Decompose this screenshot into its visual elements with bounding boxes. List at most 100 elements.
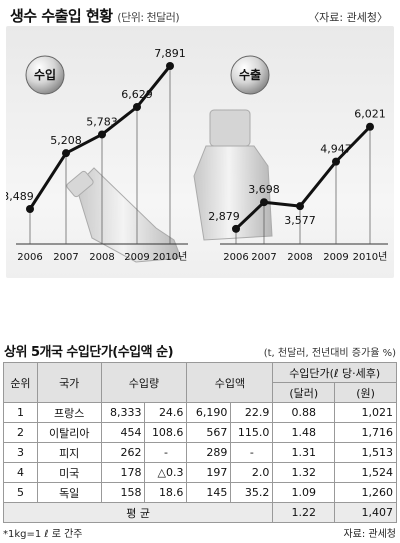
export-point (296, 202, 304, 211)
cell-volume-change: - (144, 442, 188, 463)
cell-country: 피지 (36, 442, 102, 463)
export-plot: 2,879 3,698 3,577 4,947 6,021 2006 2007 2008 200… (208, 108, 388, 263)
export-value-label: 3,698 (248, 183, 280, 196)
cell-volume: 262 (100, 442, 146, 463)
table-row: 5 독일 158 18.6 145 35.2 1.09 1,260 (3, 482, 397, 503)
table-source: 자료: 관세청 (343, 529, 396, 540)
header-volume: 수입량 (100, 362, 188, 403)
cell-rank: 4 (3, 462, 38, 483)
cell-price-krw: 1,524 (334, 462, 397, 483)
import-value-label: 3,489 (6, 190, 34, 203)
cell-rank: 1 (3, 402, 38, 423)
export-x-tick-label: 2008 (287, 252, 312, 263)
cell-amount-change: 35.2 (230, 482, 274, 503)
import-price-table: 순위 국가 수입량 수입액 수입단가(ℓ 당·세후) (달러) (원) 1 프랑스… (2, 362, 397, 523)
cell-volume-change: 108.6 (144, 422, 188, 443)
cell-price-krw: 1,716 (334, 422, 397, 443)
cell-volume-change: 18.6 (144, 482, 188, 503)
export-value-label: 3,577 (284, 214, 316, 227)
table-average-row: 평 균 1.22 1,407 (2, 502, 397, 523)
import-value-label: 7,891 (154, 47, 186, 60)
import-point (62, 149, 70, 158)
cell-price-krw: 1,513 (334, 442, 397, 463)
cell-country: 프랑스 (36, 402, 102, 423)
import-x-tick-label: 2009 (124, 252, 149, 263)
table-row: 4 미국 178 △0.3 197 2.0 1.32 1,524 (3, 462, 397, 483)
cell-price-usd: 1.09 (272, 482, 336, 503)
import-value-label: 5,783 (86, 115, 118, 128)
cell-average-krw: 1,407 (334, 502, 397, 523)
cell-amount: 6,190 (186, 402, 232, 423)
cell-price-usd: 1.48 (272, 422, 336, 443)
chart-unit: (단위: 천달러) (117, 11, 180, 24)
charts-svg: 수입 수출 3,4895,2085,7836,6297,891200620072… (2, 47, 388, 263)
import-bubble: 수입 (25, 55, 65, 95)
cell-average-usd: 1.22 (272, 502, 336, 523)
bottle-right-illustration (193, 109, 273, 241)
cell-price-usd: 0.88 (272, 402, 336, 423)
table-row: 2 이탈리아 454 108.6 567 115.0 1.48 1,716 (3, 422, 397, 443)
import-point (133, 102, 141, 111)
cell-price-usd: 1.31 (272, 442, 336, 463)
import-x-tick-label: 2010년 (153, 251, 188, 263)
cell-volume-change: △0.3 (144, 462, 188, 483)
import-chart-title: 수입 (34, 68, 56, 82)
import-value-label: 5,208 (50, 134, 82, 147)
cell-price-krw: 1,260 (334, 482, 397, 503)
import-point (166, 62, 174, 70)
cell-volume: 454 (100, 422, 146, 443)
import-x-tick-label: 2006 (17, 252, 42, 263)
chart-source: 〈자료: 관세청〉 (308, 11, 388, 24)
cell-average-label: 평 균 (2, 502, 274, 523)
footnote: *1kg=1 ℓ 로 간주 (3, 529, 83, 540)
import-x-tick-label: 2007 (53, 252, 78, 263)
chart-title-text: 생수 수출입 현황 (10, 7, 113, 25)
import-value-label: 6,629 (121, 88, 153, 101)
export-x-tick-label: 2006 (223, 252, 248, 263)
cell-price-krw: 1,021 (334, 402, 397, 423)
export-bubble: 수출 (230, 55, 270, 95)
export-chart-title: 수출 (239, 67, 261, 82)
header-rank: 순위 (3, 362, 38, 403)
cell-amount: 567 (186, 422, 232, 443)
table-row: 1 프랑스 8,333 24.6 6,190 22.9 0.88 1,021 (3, 402, 397, 423)
export-x-tick-label: 2007 (251, 252, 276, 263)
cell-amount: 197 (186, 462, 232, 483)
header-price: 수입단가(ℓ 당·세후) (272, 362, 397, 383)
table-body: 1 프랑스 8,333 24.6 6,190 22.9 0.88 1,021 2 이탈리아 454 1… (2, 402, 397, 523)
header-country: 국가 (36, 362, 102, 403)
cell-rank: 2 (3, 422, 38, 443)
export-value-label: 4,947 (320, 143, 352, 156)
import-point (98, 130, 106, 139)
table-unit: (t, 천달러, 전년대비 증가율 %) (263, 348, 396, 359)
cell-rank: 5 (3, 482, 38, 503)
export-value-label: 6,021 (354, 108, 386, 121)
bottle-left-illustration (66, 167, 182, 263)
cell-volume: 8,333 (100, 402, 146, 423)
cell-country: 이탈리아 (36, 422, 102, 443)
cell-amount: 145 (186, 482, 232, 503)
export-point (332, 157, 340, 166)
cell-amount-change: 2.0 (230, 462, 274, 483)
export-x-tick-label: 2010년 (353, 251, 388, 263)
table-title: 상위 5개국 수입단가(수입액 순) (4, 345, 174, 360)
cell-volume: 158 (100, 482, 146, 503)
import-plot: 3,489 5,208 5,783 6,629 7,891 2006 2007 2008 200… (2, 47, 188, 263)
table-row: 3 피지 262-289-1.31 1,513 (3, 442, 397, 463)
header-amount: 수입액 (186, 362, 274, 403)
export-value-label: 2,879 (208, 210, 240, 223)
import-point (26, 205, 34, 213)
cell-country: 독일 (36, 482, 102, 503)
cell-volume: 178 (100, 462, 146, 483)
export-point (232, 224, 240, 233)
cell-rank: 3 (3, 442, 38, 463)
export-point (260, 198, 268, 207)
export-x-tick-label: 2009 (323, 252, 348, 263)
export-point (366, 122, 374, 131)
cell-amount-change: 22.9 (230, 402, 274, 423)
header-usd: (달러) (272, 382, 336, 403)
chart-area: 수입 수출 3,4895,2085,7836,6297,891200620072… (2, 26, 394, 278)
import-x-tick-label: 2008 (89, 252, 114, 263)
cell-volume-change: 24.6 (144, 402, 188, 423)
cell-amount-change: - (230, 442, 274, 463)
